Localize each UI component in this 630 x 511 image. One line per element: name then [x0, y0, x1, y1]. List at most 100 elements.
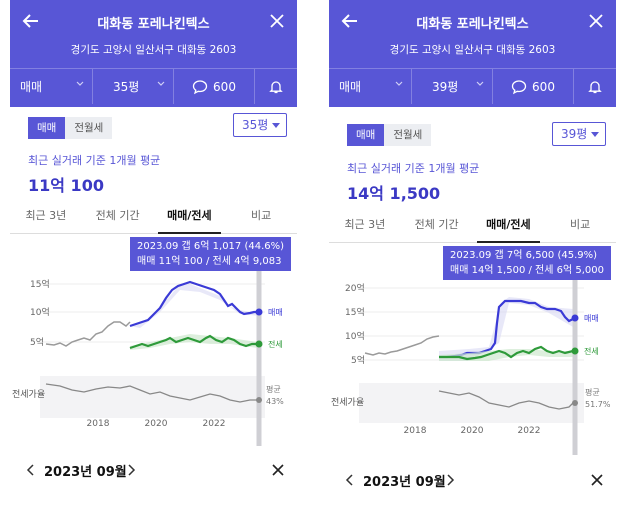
- next-month-icon[interactable]: [445, 474, 455, 486]
- size-label: 39평: [432, 80, 459, 94]
- segment-rent[interactable]: 전월세: [65, 117, 113, 139]
- prev-month-icon[interactable]: [345, 474, 355, 486]
- tab-all-period[interactable]: 전체 기간: [95, 209, 140, 222]
- sale-point: [571, 314, 579, 322]
- avg-tag: 평균: [266, 384, 281, 394]
- back-arrow-icon[interactable]: [339, 10, 361, 32]
- tooltip: 2023.09 갭 7억 6,500 (45.9%) 매매 14억 1,500 …: [443, 246, 611, 280]
- sale-line: [129, 280, 258, 328]
- chart-tabs: 최근 3년 전체 기간 매매/전세 비교: [10, 203, 297, 234]
- tooltip-line2: 매매 11억 100 / 전세 4억 9,083: [137, 256, 282, 267]
- tab-all-period[interactable]: 전체 기간: [414, 218, 459, 231]
- comment-count: 600: [532, 79, 555, 94]
- y-tick-10: 10억: [30, 306, 50, 318]
- x-tick-2022: 2022: [518, 426, 541, 436]
- comment-count: 600: [213, 79, 236, 94]
- jeonse-line: [129, 334, 258, 350]
- tooltip-line1: 2023.09 갭 6억 1,017 (44.6%): [137, 241, 285, 252]
- jeonse-band: [130, 334, 258, 350]
- avg-label: 최근 실거래 기준 1개월 평균: [28, 154, 161, 167]
- deal-segment: 매매 전월세: [28, 117, 113, 139]
- footer-date: 2023년 09월: [44, 465, 127, 480]
- comment-button[interactable]: 600: [174, 69, 254, 104]
- tab-recent-3y[interactable]: 최근 3년: [25, 209, 67, 222]
- size-dropdown[interactable]: 35평: [93, 69, 173, 104]
- x-tick-2018: 2018: [404, 426, 427, 436]
- y-tick-15: 15억: [30, 278, 50, 290]
- footer: 2023년 09월: [329, 465, 616, 495]
- tab-compare[interactable]: 비교: [251, 209, 272, 222]
- address: 경기도 고양시 일산서구 대화동 2603: [389, 44, 556, 56]
- ratio-line: [45, 383, 258, 403]
- back-arrow-icon[interactable]: [20, 10, 42, 32]
- size-label: 35평: [113, 80, 140, 94]
- size-select[interactable]: 35평: [233, 113, 287, 137]
- x-tick-2018: 2018: [87, 419, 110, 429]
- notification-button[interactable]: [255, 69, 297, 104]
- bell-icon: [269, 80, 283, 93]
- bell-icon: [588, 80, 602, 93]
- comment-button[interactable]: 600: [493, 69, 573, 104]
- market-line: [364, 335, 440, 356]
- sale-label: 매매: [584, 314, 599, 323]
- chevron-down-icon: [157, 81, 165, 86]
- close-icon[interactable]: [590, 473, 604, 487]
- close-icon[interactable]: [271, 463, 285, 477]
- header: 대화동 포레나킨텍스 경기도 고양시 일산서구 대화동 2603 매매 39평 …: [329, 0, 616, 107]
- deal-type-dropdown[interactable]: 매매: [10, 69, 92, 104]
- ratio-label: 전세가율: [12, 389, 45, 400]
- size-select[interactable]: 39평: [552, 122, 606, 146]
- ratio-label: 전세가율: [331, 397, 364, 408]
- footer: 2023년 09월: [10, 455, 297, 485]
- y-tick-10: 10억: [345, 330, 365, 342]
- jeonse-label: 전세: [268, 339, 283, 349]
- jeonse-point: [255, 340, 263, 348]
- jeonse-line: [439, 345, 574, 361]
- address: 경기도 고양시 일산서구 대화동 2603: [70, 44, 237, 56]
- ratio-line: [438, 390, 574, 410]
- sale-band: [130, 284, 260, 328]
- prev-month-icon[interactable]: [26, 464, 36, 476]
- size-dropdown[interactable]: 39평: [412, 69, 492, 104]
- chevron-down-icon: [76, 81, 84, 86]
- avg-tag: 평균: [585, 387, 600, 397]
- avg-label: 최근 실거래 기준 1개월 평균: [347, 162, 480, 175]
- avg-pct: 43%: [266, 397, 284, 406]
- tooltip-line2: 매매 14억 1,500 / 전세 6억 5,000: [450, 265, 604, 276]
- tooltip-line1: 2023.09 갭 7억 6,500 (45.9%): [450, 250, 598, 261]
- y-tick-5: 5억: [351, 354, 365, 366]
- tab-recent-3y[interactable]: 최근 3년: [344, 218, 386, 231]
- avg-value: 14억 1,500: [347, 184, 441, 203]
- header: 대화동 포레나킨텍스 경기도 고양시 일산서구 대화동 2603 매매 35평 …: [10, 0, 297, 107]
- close-icon[interactable]: [267, 11, 287, 31]
- segment-rent[interactable]: 전월세: [384, 124, 432, 146]
- jeonse-point: [571, 347, 579, 355]
- next-month-icon[interactable]: [126, 464, 136, 476]
- tab-compare[interactable]: 비교: [570, 218, 591, 231]
- size-select-value: 35평: [242, 118, 269, 132]
- y-tick-5: 5억: [30, 336, 44, 348]
- ratio-point: [256, 397, 262, 403]
- x-tick-2020: 2020: [145, 419, 168, 429]
- dropdown-triangle-icon: [272, 123, 280, 128]
- tab-sale-jeonse[interactable]: 매매/전세: [154, 203, 226, 234]
- close-icon[interactable]: [586, 11, 606, 31]
- chevron-down-icon: [476, 81, 484, 86]
- segment-sale[interactable]: 매매: [347, 124, 385, 146]
- segment-sale[interactable]: 매매: [28, 117, 66, 139]
- sale-point: [255, 308, 263, 316]
- deal-type-dropdown[interactable]: 매매: [329, 69, 411, 104]
- tab-sale-jeonse[interactable]: 매매/전세: [473, 212, 545, 243]
- panel-39: 대화동 포레나킨텍스 경기도 고양시 일산서구 대화동 2603 매매 39평 …: [329, 0, 616, 511]
- deal-type-label: 매매: [20, 80, 43, 94]
- price-chart[interactable]: 15억 10억 5억 전세가율 매매 전세 평균 43% 2018 2020 2…: [10, 234, 297, 446]
- ratio-band: [359, 383, 584, 423]
- ratio-band: [40, 376, 265, 418]
- chevron-down-icon: [395, 81, 403, 86]
- chart-tabs: 최근 3년 전체 기간 매매/전세 비교: [329, 212, 616, 243]
- price-chart[interactable]: 20억 15억 10억 5억 전세가율 매매 전세 평균 51.7% 2018 …: [329, 243, 616, 455]
- page-title: 대화동 포레나킨텍스: [416, 17, 529, 32]
- notification-button[interactable]: [574, 69, 616, 104]
- x-tick-2022: 2022: [203, 419, 226, 429]
- y-tick-15: 15억: [345, 306, 365, 318]
